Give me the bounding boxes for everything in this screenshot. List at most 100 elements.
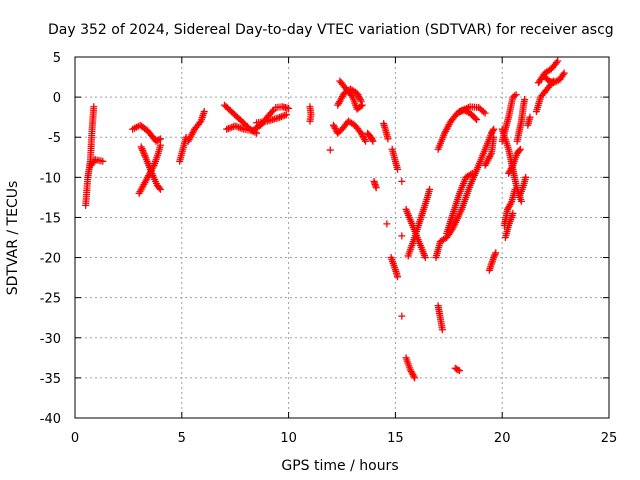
data-point-marker <box>515 147 523 155</box>
series-arc-26 <box>402 354 419 382</box>
data-point-marker <box>516 145 524 153</box>
data-point-marker <box>99 157 107 165</box>
series-arc-46 <box>535 57 562 87</box>
series-arc-5 <box>137 143 164 193</box>
series-arc-31 <box>432 125 498 262</box>
data-point-marker <box>559 71 567 79</box>
chart-title: Day 352 of 2024, Sidereal Day-to-day VTE… <box>48 22 614 38</box>
data-point-marker <box>426 185 434 193</box>
data-point-marker <box>507 199 515 207</box>
data-point-marker <box>522 173 530 181</box>
series-arc-12 <box>306 103 315 125</box>
data-point-marker <box>156 185 164 193</box>
data-point-marker <box>394 273 402 281</box>
data-point-marker <box>454 366 462 374</box>
data-points-layer <box>82 57 568 382</box>
data-point-marker <box>383 220 391 228</box>
y-tick-label: -20 <box>40 252 61 267</box>
data-point-marker <box>480 108 488 116</box>
series-arc-11 <box>272 103 293 112</box>
data-point-marker <box>524 121 532 129</box>
data-point-marker <box>551 78 559 86</box>
ticks-layer: 0 5 10 15 20 25 5 0 -5 -10 -15 -20 -25 -30 -35 -40 <box>40 51 618 446</box>
series-arc-47 <box>541 69 568 87</box>
data-point-marker <box>398 312 406 320</box>
data-point-marker <box>490 133 498 141</box>
data-point-marker <box>492 249 500 257</box>
data-point-marker <box>549 79 557 87</box>
series-arc-18 <box>370 177 380 192</box>
x-axis-label: GPS time / hours <box>281 458 398 474</box>
series-arc-36 <box>481 133 498 169</box>
data-point-marker <box>156 141 164 149</box>
data-point-marker <box>196 119 204 127</box>
data-point-marker <box>411 374 419 382</box>
data-point-marker <box>481 109 489 117</box>
data-point-marker <box>356 96 364 104</box>
series-arc-2 <box>87 156 107 169</box>
y-tick-label: -15 <box>40 211 61 226</box>
data-point-marker <box>155 184 163 192</box>
y-tick-label: -10 <box>40 171 61 186</box>
data-point-marker <box>489 127 497 135</box>
data-point-marker <box>511 185 519 193</box>
series-arc-17 <box>364 129 377 145</box>
data-point-marker <box>268 107 276 115</box>
series-arc-19 <box>380 120 392 143</box>
series-arc-4 <box>135 141 164 197</box>
data-point-marker <box>468 169 476 177</box>
data-point-marker <box>455 367 463 375</box>
data-point-marker <box>490 125 498 133</box>
data-point-marker <box>552 59 560 67</box>
data-point-marker <box>361 137 369 145</box>
data-point-marker <box>410 372 418 380</box>
data-point-marker <box>384 135 392 143</box>
data-point-marker <box>467 170 475 178</box>
series-arc-20 <box>388 145 402 173</box>
data-point-marker <box>471 114 479 122</box>
data-point-marker <box>517 197 525 205</box>
series-arc-16 <box>336 77 366 113</box>
grid-layer <box>75 57 609 418</box>
series-arc-10 <box>253 111 290 127</box>
x-tick-label: 15 <box>387 431 404 446</box>
data-point-marker <box>560 69 568 77</box>
series-arc-14 <box>329 117 369 145</box>
series-arc-42 <box>513 96 529 145</box>
series-arc-43 <box>515 173 530 201</box>
series-arc-28 <box>404 185 434 260</box>
data-point-marker <box>512 91 520 99</box>
data-point-marker <box>282 111 290 119</box>
series-arc-41 <box>501 209 517 241</box>
series-arc-29 <box>434 106 481 153</box>
series-arc-40 <box>500 185 519 229</box>
data-point-marker <box>490 252 498 260</box>
y-tick-label: 0 <box>53 91 61 106</box>
y-tick-label: -25 <box>40 292 61 307</box>
data-point-marker <box>554 57 562 65</box>
data-point-marker <box>510 92 518 100</box>
data-point-marker <box>398 232 406 240</box>
data-point-marker <box>491 250 499 258</box>
series-arc-13 <box>326 146 334 154</box>
data-point-marker <box>398 177 406 185</box>
data-point-marker <box>521 96 529 104</box>
data-point-marker <box>361 136 369 144</box>
series-arc-32 <box>443 169 476 237</box>
series-arc-25 <box>398 312 406 320</box>
series-arc-24 <box>387 254 402 281</box>
data-point-marker <box>326 146 334 154</box>
x-tick-label: 20 <box>494 431 511 446</box>
series-arc-30 <box>455 103 489 117</box>
data-point-marker <box>553 77 561 85</box>
data-point-marker <box>253 129 261 137</box>
y-tick-label: 5 <box>53 51 61 66</box>
x-tick-label: 25 <box>601 431 618 446</box>
data-point-marker <box>156 135 164 143</box>
series-arc-7 <box>184 108 208 145</box>
series-arc-34 <box>451 364 463 375</box>
series-arc-21 <box>383 220 391 228</box>
data-point-marker <box>394 165 402 173</box>
series-arc-3 <box>129 121 164 145</box>
